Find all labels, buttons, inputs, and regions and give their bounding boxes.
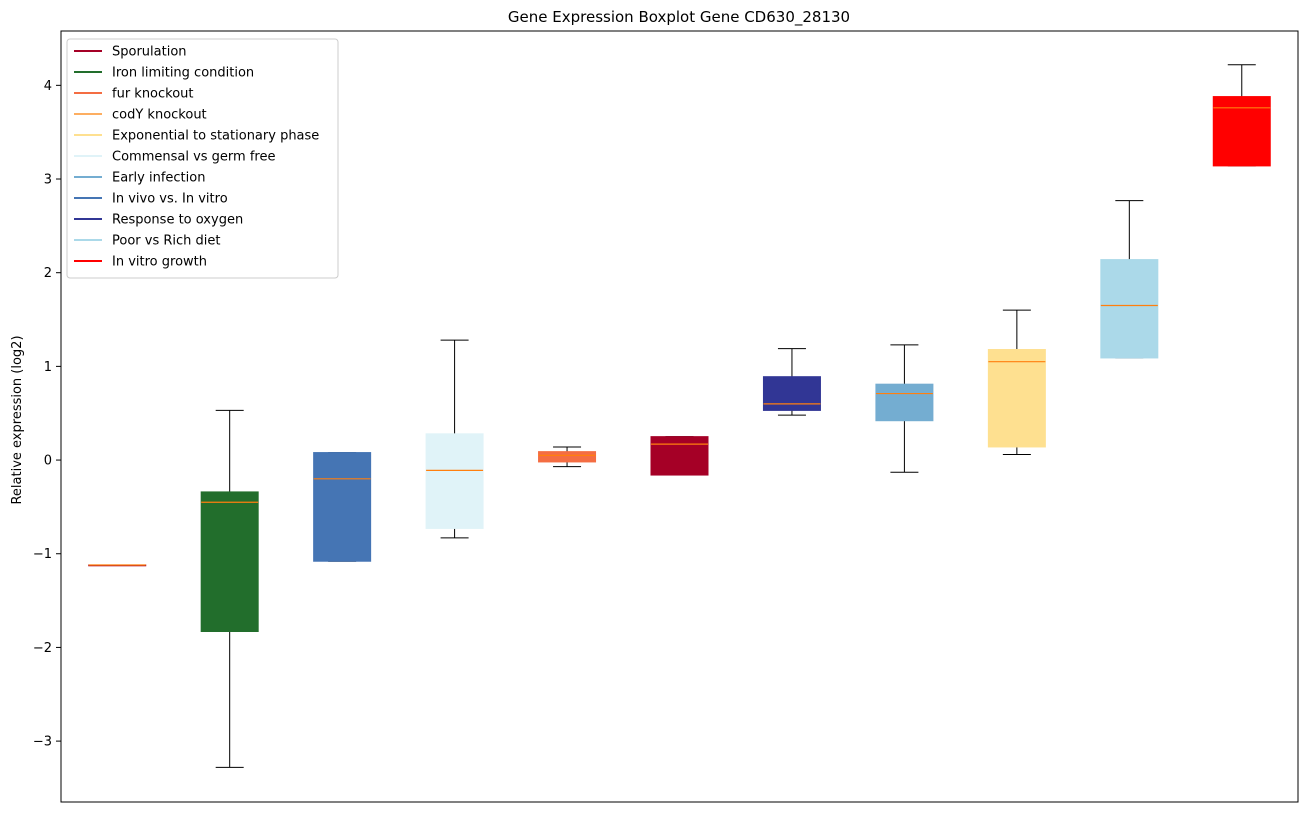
y-tick-label: 1 bbox=[44, 360, 52, 375]
y-axis-ticks: −3 −2 −1 0 1 2 3 4 bbox=[33, 79, 61, 750]
box-body bbox=[875, 383, 934, 422]
legend-label: Early infection bbox=[112, 171, 205, 186]
box-2 bbox=[200, 409, 259, 768]
box-body bbox=[313, 452, 372, 562]
box-5 bbox=[538, 446, 597, 468]
legend-label: Sporulation bbox=[112, 45, 187, 60]
y-tick-label: 4 bbox=[44, 79, 52, 94]
legend-label: Commensal vs germ free bbox=[112, 150, 275, 165]
box-8 bbox=[875, 344, 934, 473]
legend-label: Response to oxygen bbox=[112, 213, 243, 228]
y-axis-label: Relative expression (log2) bbox=[10, 335, 25, 504]
legend: Sporulation Iron limiting condition fur kn… bbox=[66, 38, 339, 279]
box-body bbox=[650, 436, 709, 476]
box-body bbox=[987, 349, 1046, 448]
y-tick-label: 2 bbox=[44, 266, 52, 281]
box-6 bbox=[650, 436, 709, 476]
box-4 bbox=[425, 339, 484, 539]
box-10 bbox=[1100, 200, 1159, 359]
box-body bbox=[1100, 259, 1159, 359]
y-tick-label: 0 bbox=[44, 454, 52, 469]
y-tick-label: −2 bbox=[33, 641, 52, 656]
chart-title: Gene Expression Boxplot Gene CD630_28130 bbox=[508, 8, 850, 27]
plot-area-frame bbox=[60, 30, 1299, 803]
legend-label: codY knockout bbox=[112, 108, 207, 123]
box-body bbox=[1212, 96, 1271, 167]
y-tick-label: −1 bbox=[33, 547, 52, 562]
box-9 bbox=[987, 309, 1046, 455]
box-body bbox=[762, 376, 821, 411]
box-body bbox=[200, 491, 259, 632]
legend-label: Iron limiting condition bbox=[112, 66, 254, 81]
legend-frame bbox=[66, 38, 339, 279]
box-body bbox=[425, 433, 484, 529]
legend-label: fur knockout bbox=[112, 87, 194, 102]
box-body bbox=[538, 451, 597, 463]
y-tick-label: −3 bbox=[33, 735, 52, 750]
box-3 bbox=[313, 452, 372, 562]
y-tick-label: 3 bbox=[44, 173, 52, 188]
box-7 bbox=[762, 348, 821, 416]
box-11 bbox=[1212, 64, 1271, 167]
box-1 bbox=[88, 564, 147, 567]
legend-label: Exponential to stationary phase bbox=[112, 129, 319, 144]
legend-label: Poor vs Rich diet bbox=[112, 234, 220, 249]
legend-label: In vitro growth bbox=[112, 255, 207, 270]
legend-label: In vivo vs. In vitro bbox=[112, 192, 228, 207]
boxplot-series bbox=[88, 64, 1271, 768]
